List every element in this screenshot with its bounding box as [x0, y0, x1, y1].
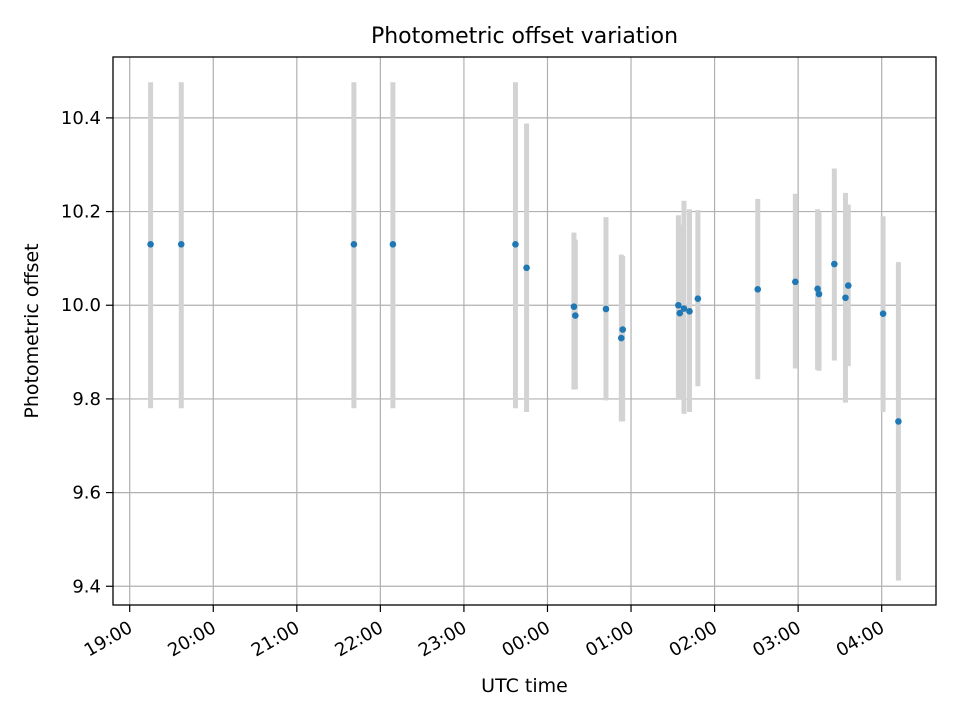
data-point: [831, 260, 838, 268]
data-point: [814, 285, 821, 293]
data-point: [512, 241, 519, 248]
y-tick-label: 10.4: [61, 108, 101, 129]
y-tick-label: 9.4: [72, 576, 101, 597]
data-point: [177, 241, 185, 248]
data-point: [619, 326, 626, 333]
data-point: [792, 278, 799, 286]
data-point: [680, 305, 688, 312]
y-tick-label: 9.8: [72, 389, 101, 410]
data-point: [147, 241, 154, 248]
data-point: [389, 241, 397, 248]
data-point: [675, 301, 682, 309]
data-point: [694, 295, 702, 302]
data-point: [842, 294, 849, 302]
data-point: [350, 241, 358, 248]
data-point: [895, 418, 902, 425]
data-point: [879, 310, 887, 317]
data-point: [617, 334, 625, 342]
chart-title: Photometric offset variation: [371, 24, 678, 49]
y-tick-label: 10.2: [61, 202, 101, 223]
data-points: [147, 241, 902, 425]
data-point: [754, 286, 762, 293]
plot-frame: [112, 56, 937, 606]
y-axis-title: Photometric offset: [21, 243, 43, 418]
y-tick-label: 10.0: [61, 295, 101, 316]
data-point: [570, 303, 578, 310]
data-point: [815, 290, 823, 298]
data-point: [844, 282, 852, 289]
data-point: [523, 264, 530, 272]
axis-ticks: [106, 117, 883, 612]
data-point: [686, 308, 693, 315]
data-point: [676, 309, 684, 317]
data-point: [602, 305, 610, 313]
x-axis-title: UTC time: [481, 675, 568, 697]
data-point: [572, 312, 579, 319]
y-tick-label: 9.6: [72, 483, 101, 504]
